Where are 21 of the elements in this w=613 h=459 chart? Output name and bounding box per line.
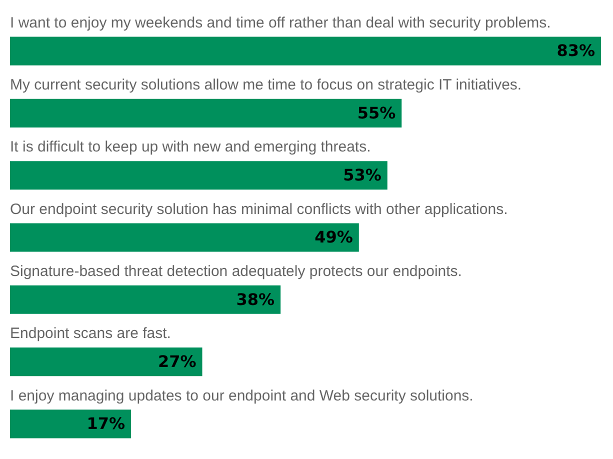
bar [10,36,601,66]
y-tick-label: I want to enjoy my weekends and time off rather than deal with security problems. [10,14,551,32]
y-tick-label: Endpoint scans are fast. [10,325,171,342]
bar [10,161,388,190]
bar [10,410,132,438]
data-label: 38% [236,290,275,309]
data-label: 55% [357,103,396,122]
y-tick-label: It is difficult to keep up with new and emerging threats. [10,138,371,156]
data-label: 17% [86,414,126,434]
bar [10,223,359,252]
data-label: 83% [556,41,595,60]
bar [10,285,281,314]
bar [10,347,202,376]
y-tick-label: Our endpoint security solution has minimal conflicts with other applications. [10,200,508,218]
data-label: 49% [314,228,353,247]
y-tick-label: I enjoy managing updates to our endpoint and Web security solutions. [10,387,474,404]
y-tick-label: Signature-based threat detection adequately protects our endpoints. [10,262,462,280]
data-label: 53% [343,166,382,185]
bar [10,98,402,128]
data-label: 27% [158,352,196,371]
y-tick-label: My current security solutions allow me time to focus on strategic IT initiatives. [10,76,522,94]
